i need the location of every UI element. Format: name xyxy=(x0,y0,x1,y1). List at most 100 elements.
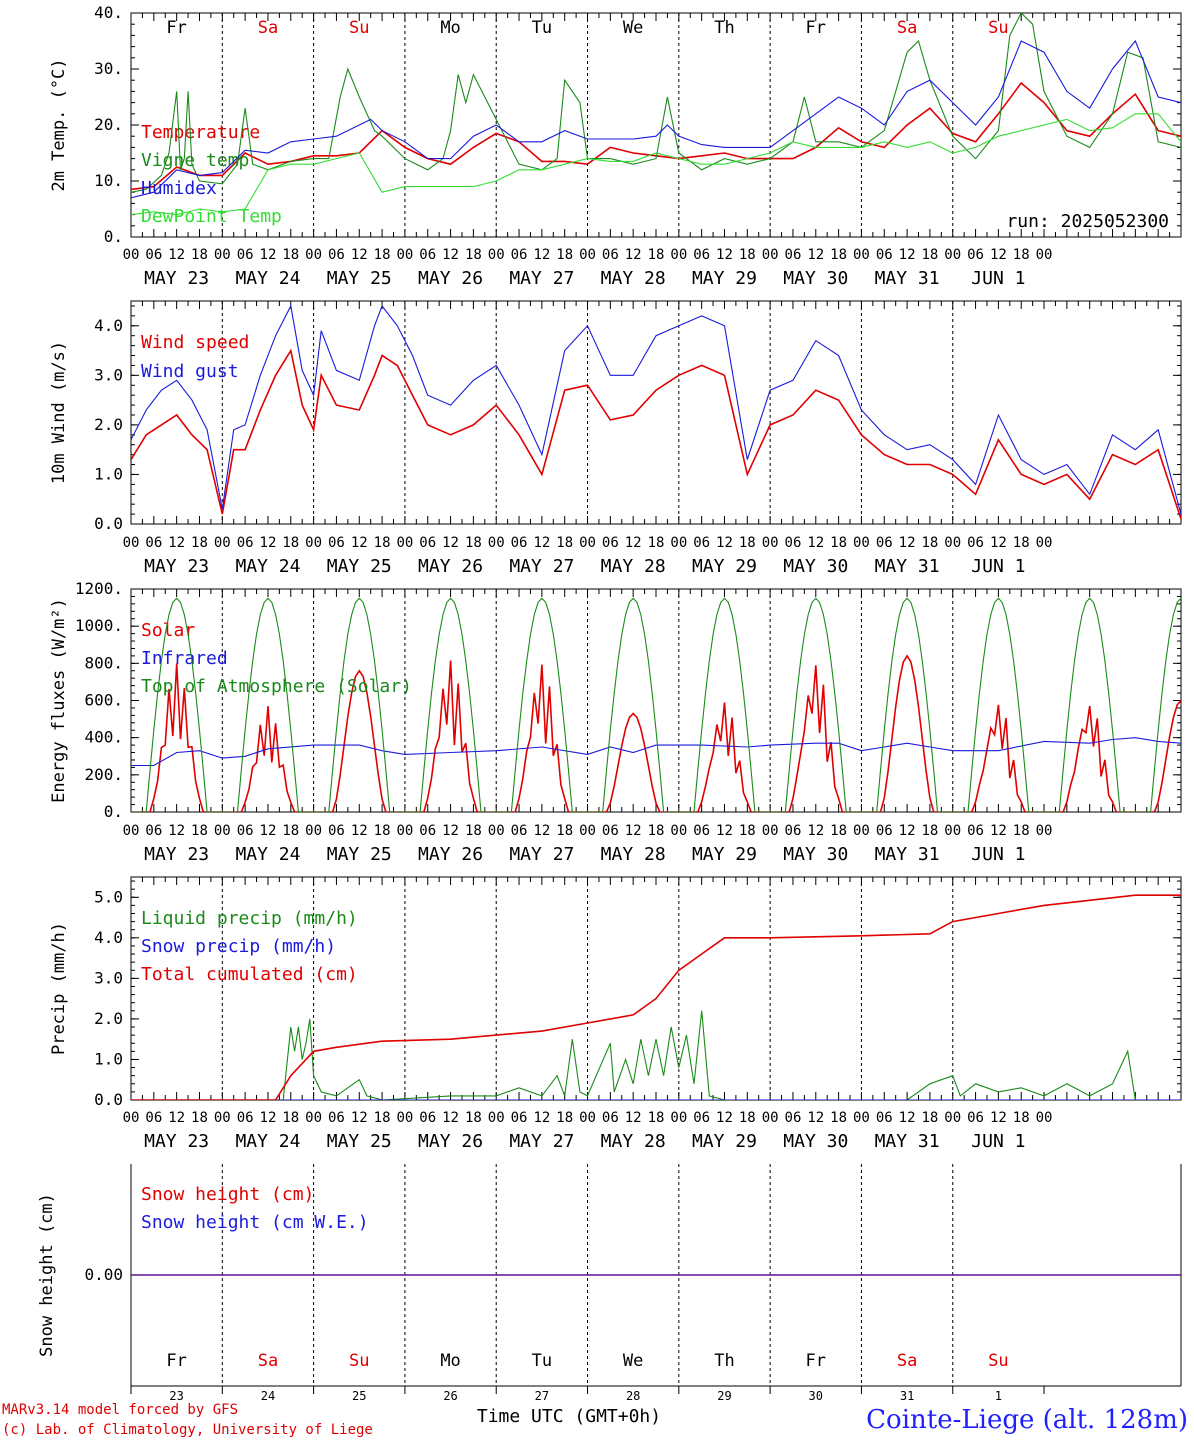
day-number: 24 xyxy=(261,1389,275,1403)
day-name: Su xyxy=(349,1351,369,1371)
day-number: 26 xyxy=(443,1389,457,1403)
hour-tick-label: 12 xyxy=(168,247,185,263)
date-label: MAY 27 xyxy=(509,556,574,577)
panel-5: 0.00 Snow height (cm) Fr 23 Sa 24 Su 25 Mo 26 Tu 27… xyxy=(37,1164,1182,1403)
date-label: MAY 31 xyxy=(875,556,940,577)
date-label: MAY 31 xyxy=(875,268,940,289)
hour-tick-label: 12 xyxy=(807,823,824,839)
day-name: Sa xyxy=(258,1351,278,1371)
series-line xyxy=(131,597,1181,812)
date-label: MAY 30 xyxy=(783,1131,848,1152)
hour-tick-label: 12 xyxy=(442,247,459,263)
hour-tick-label: 06 xyxy=(602,535,619,551)
date-label: JUN 1 xyxy=(971,556,1025,577)
day-name: Su xyxy=(988,1351,1008,1371)
date-label: MAY 30 xyxy=(783,268,848,289)
hour-tick-label: 06 xyxy=(785,247,802,263)
day-name: Su xyxy=(349,18,369,38)
y-tick-label: 0.0 xyxy=(94,514,123,533)
day-number: 31 xyxy=(900,1389,914,1403)
y-tick-label: 1000. xyxy=(75,616,123,635)
hour-tick-label: 00 xyxy=(670,1110,687,1126)
y-tick-label: 0.00 xyxy=(84,1265,123,1284)
hour-tick-label: 06 xyxy=(328,823,345,839)
hour-tick-label: 18 xyxy=(648,823,665,839)
hour-tick-label: 12 xyxy=(168,535,185,551)
hour-tick-label: 18 xyxy=(556,823,573,839)
day-name: We xyxy=(623,1351,643,1371)
hour-tick-label: 18 xyxy=(191,535,208,551)
hour-tick-label: 18 xyxy=(191,823,208,839)
day-number: 29 xyxy=(717,1389,731,1403)
legend-entry: Snow precip (mm/h) xyxy=(141,936,336,957)
run-label: run: 2025052300 xyxy=(1006,211,1169,232)
hour-tick-label: 00 xyxy=(579,247,596,263)
hour-tick-label: 00 xyxy=(214,1110,231,1126)
hour-tick-label: 00 xyxy=(762,823,779,839)
x-axis-title: Time UTC (GMT+0h) xyxy=(477,1406,661,1427)
y-tick-label: 10. xyxy=(94,171,123,190)
hour-tick-label: 00 xyxy=(670,823,687,839)
hour-tick-label: 00 xyxy=(396,823,413,839)
hour-tick-label: 18 xyxy=(1013,247,1030,263)
hour-tick-label: 12 xyxy=(625,1110,642,1126)
date-label: MAY 24 xyxy=(235,1131,300,1152)
panel-2: 0.0 1.0 2.0 3.0 4.0 10m Wind (m/s) 00 06 12 18 MAY… xyxy=(49,300,1182,577)
hour-tick-label: 12 xyxy=(442,535,459,551)
y-tick-label: 1.0 xyxy=(94,1049,123,1068)
y-tick-label: 1.0 xyxy=(94,464,123,483)
hour-tick-label: 06 xyxy=(693,1110,710,1126)
hour-tick-label: 00 xyxy=(305,823,322,839)
hour-tick-label: 00 xyxy=(214,247,231,263)
hour-tick-label: 00 xyxy=(123,1110,140,1126)
hour-tick-label: 12 xyxy=(625,823,642,839)
hour-tick-label: 12 xyxy=(442,1110,459,1126)
legend-entry: Wind gust xyxy=(141,361,239,382)
date-label: JUN 1 xyxy=(971,1131,1025,1152)
day-name: Th xyxy=(714,1351,734,1371)
day-name: Sa xyxy=(897,18,917,38)
panel-4: 0.0 1.0 2.0 3.0 4.0 5.0 Precip (mm/h) 00 06 12 18 M… xyxy=(49,876,1182,1152)
plot-frame xyxy=(130,12,1182,238)
legend-entry: Wind speed xyxy=(141,332,249,353)
hour-tick-label: 06 xyxy=(419,247,436,263)
hour-tick-label: 18 xyxy=(556,1110,573,1126)
hour-tick-label: 00 xyxy=(396,1110,413,1126)
hour-tick-label: 00 xyxy=(123,823,140,839)
hour-tick-label: 18 xyxy=(465,247,482,263)
date-label: MAY 28 xyxy=(601,268,666,289)
hour-tick-label: 18 xyxy=(282,1110,299,1126)
plot-frame xyxy=(130,588,1182,813)
date-label: MAY 24 xyxy=(235,556,300,577)
y-tick-label: 4.0 xyxy=(94,928,123,947)
hour-tick-label: 18 xyxy=(830,823,847,839)
hour-tick-label: 12 xyxy=(899,823,916,839)
hour-tick-label: 06 xyxy=(511,823,528,839)
date-label: MAY 29 xyxy=(692,1131,757,1152)
series-line xyxy=(131,113,1181,216)
hour-tick-label: 18 xyxy=(556,247,573,263)
hour-tick-label: 18 xyxy=(374,823,391,839)
series-line xyxy=(131,348,1181,520)
credit-line-2: (c) Lab. of Climatology, University of L… xyxy=(2,1422,373,1438)
hour-tick-label: 00 xyxy=(853,823,870,839)
hour-tick-label: 12 xyxy=(533,823,550,839)
day-name: Fr xyxy=(166,1351,186,1371)
date-label: MAY 23 xyxy=(144,556,209,577)
hour-tick-label: 00 xyxy=(1036,823,1053,839)
date-label: MAY 30 xyxy=(783,556,848,577)
series-line xyxy=(131,39,1181,199)
hour-tick-label: 18 xyxy=(282,823,299,839)
hour-tick-label: 06 xyxy=(967,247,984,263)
hour-tick-label: 06 xyxy=(876,535,893,551)
hour-tick-label: 12 xyxy=(625,535,642,551)
date-label: MAY 28 xyxy=(601,844,666,865)
hour-tick-label: 18 xyxy=(648,1110,665,1126)
date-label: MAY 26 xyxy=(418,268,483,289)
date-label: MAY 28 xyxy=(601,556,666,577)
series-line xyxy=(131,894,1181,1100)
hour-tick-label: 12 xyxy=(990,823,1007,839)
day-name: Sa xyxy=(258,18,278,38)
date-label: MAY 23 xyxy=(144,844,209,865)
hour-tick-label: 06 xyxy=(237,247,254,263)
